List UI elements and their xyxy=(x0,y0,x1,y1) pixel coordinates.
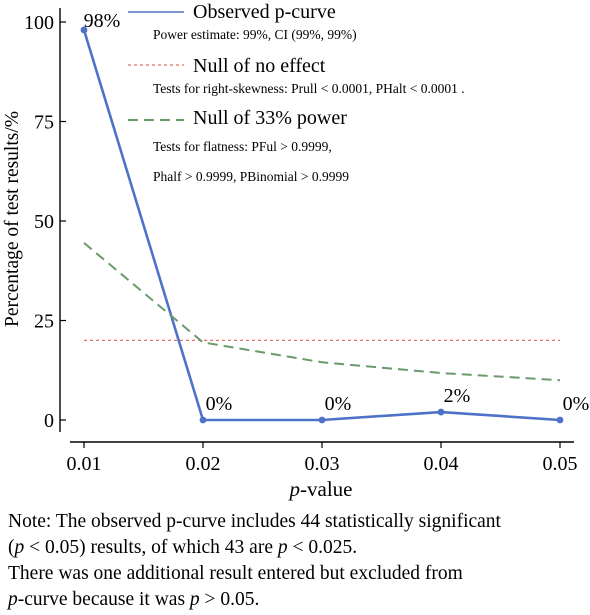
point-labels: 98% 0% 0% 2% 0% xyxy=(84,10,590,415)
x-tick-label: 0.02 xyxy=(186,453,221,475)
x-axis-label: p-value xyxy=(288,477,353,501)
y-tick-label: 100 xyxy=(24,12,54,34)
note-line-2: (p < 0.05) results, of which 43 are p < … xyxy=(8,537,358,558)
y-axis-label: Percentage of test results/% xyxy=(2,111,23,327)
data-label: 2% xyxy=(444,385,471,407)
data-point xyxy=(556,416,564,424)
note-line-1: Note: The observed p-curve includes 44 s… xyxy=(8,511,501,532)
note-line-4: p-curve because it was p > 0.05. xyxy=(8,589,260,610)
y-tick-label: 0 xyxy=(44,410,54,432)
data-label: 0% xyxy=(563,393,590,415)
legend-description: Phalf > 0.9999, PBinomial > 0.9999 xyxy=(153,169,349,184)
data-point xyxy=(318,416,326,424)
series-line-2 xyxy=(83,242,561,382)
data-point xyxy=(199,416,207,424)
legend-description: Tests for flatness: PFul > 0.9999, xyxy=(153,139,332,154)
note-line-3: There was one additional result entered … xyxy=(8,563,463,584)
y-tick-label: 75 xyxy=(34,112,54,134)
data-label: 0% xyxy=(325,393,352,415)
data-label: 0% xyxy=(206,393,233,415)
legend-description: Tests for right-skewness: Prull < 0.0001… xyxy=(153,81,465,96)
x-tick-label: 0.03 xyxy=(305,453,340,475)
series-layer xyxy=(80,26,564,424)
data-point xyxy=(437,408,445,416)
x-tick-label: 0.01 xyxy=(67,453,102,475)
legend-description: Power estimate: 99%, CI (99%, 99%) xyxy=(153,27,357,42)
legend-title: Null of 33% power xyxy=(193,107,347,129)
chart-note: Note: The observed p-curve includes 44 s… xyxy=(8,509,588,613)
x-axis-label-rest: -value xyxy=(300,477,352,501)
x-tick-label: 0.04 xyxy=(424,453,459,475)
legend: Observed p-curve Power estimate: 99%, CI … xyxy=(128,1,465,184)
y-tick-label: 50 xyxy=(34,211,54,233)
legend-title: Null of no effect xyxy=(193,55,326,77)
data-point xyxy=(80,26,88,34)
x-axis-ticks: 0.01 0.02 0.03 0.04 0.05 xyxy=(67,442,578,475)
p-curve-chart: 0 25 50 75 100 0.01 0.02 0.03 0.04 0.05 98% 0% 0% 2… xyxy=(2,1,590,501)
y-tick-label: 25 xyxy=(34,311,54,333)
x-axis-label-italic: p xyxy=(288,477,301,501)
legend-title: Observed p-curve xyxy=(193,1,336,23)
data-label: 98% xyxy=(84,10,121,32)
y-axis-ticks: 0 25 50 75 100 xyxy=(24,12,66,432)
x-tick-label: 0.05 xyxy=(543,453,578,475)
